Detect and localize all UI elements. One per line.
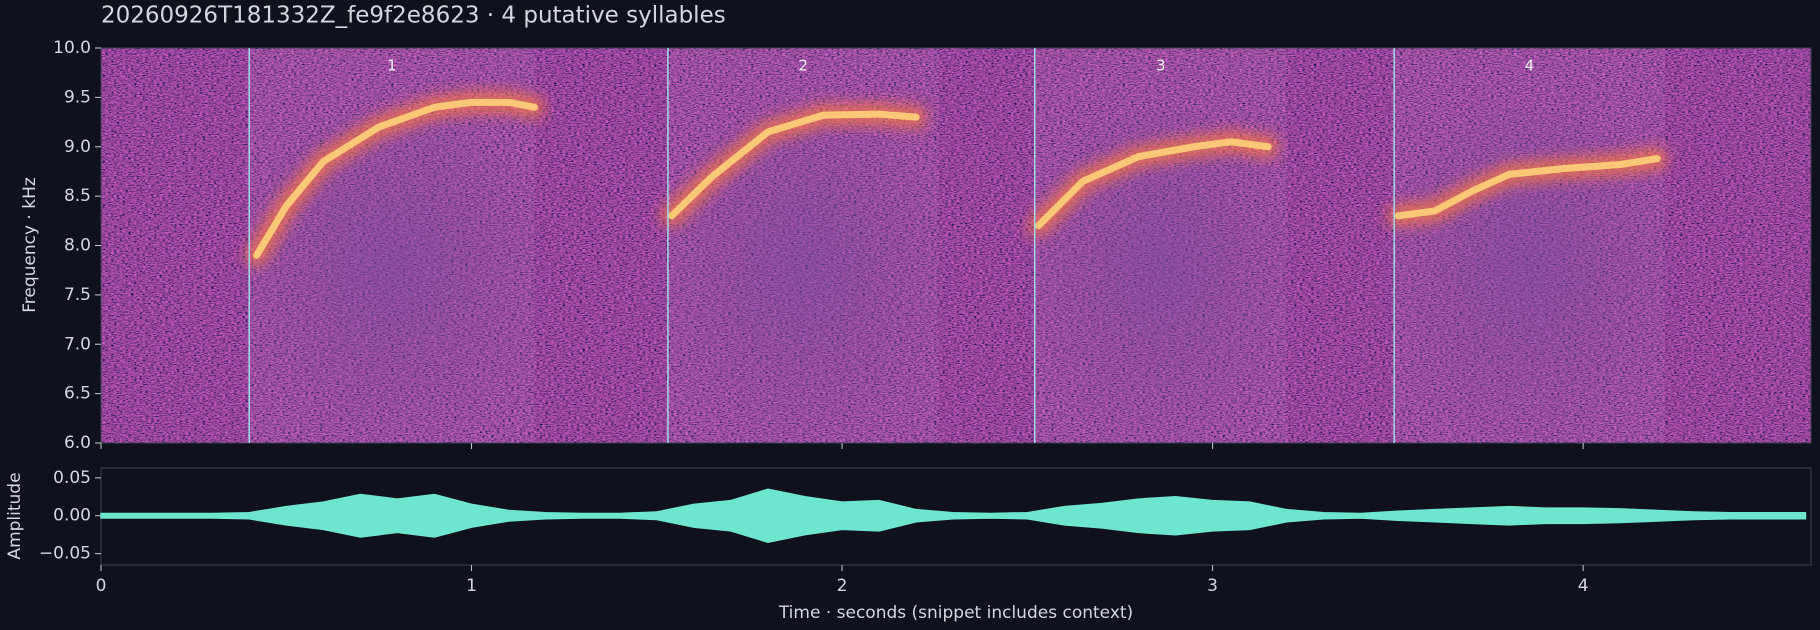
y-tick-label: 8.5 bbox=[64, 186, 91, 206]
syllable-dome bbox=[654, 107, 952, 443]
syllable-label: 3 bbox=[1156, 57, 1166, 75]
syllable-label: 4 bbox=[1525, 57, 1535, 75]
contour bbox=[1394, 155, 1661, 220]
y-tick-label: 7.0 bbox=[64, 334, 91, 354]
x-tick-label: 2 bbox=[837, 576, 848, 596]
waveform bbox=[100, 488, 1807, 544]
y-tick-label: 7.5 bbox=[64, 285, 91, 305]
y-tick-label: 9.5 bbox=[64, 87, 91, 107]
y-tick-label: 6.0 bbox=[64, 433, 91, 453]
contour bbox=[668, 110, 920, 220]
syllable-label: 2 bbox=[798, 57, 808, 75]
spectrogram-marks bbox=[234, 48, 1679, 443]
y-axis-label: Amplitude bbox=[5, 472, 25, 559]
contour bbox=[1034, 138, 1272, 230]
x-tick-label: 1 bbox=[466, 576, 477, 596]
syllable-dome bbox=[234, 107, 549, 443]
y-tick-label: 8.0 bbox=[64, 236, 91, 256]
y-tick-label: −0.05 bbox=[39, 544, 91, 564]
y-tick-label: 0.00 bbox=[53, 506, 91, 526]
syllable-dome bbox=[1022, 107, 1300, 443]
y-tick-label: 0.05 bbox=[53, 468, 91, 488]
y-tick-label: 10.0 bbox=[53, 38, 91, 58]
syllable-label: 1 bbox=[387, 57, 397, 75]
contour bbox=[253, 98, 539, 259]
x-tick-label: 0 bbox=[96, 576, 107, 596]
y-axis-label: Frequency · kHz bbox=[20, 177, 40, 313]
y-tick-label: 6.5 bbox=[64, 384, 91, 404]
x-axis-label: Time · seconds (snippet includes context… bbox=[778, 603, 1133, 623]
y-tick-label: 9.0 bbox=[64, 137, 91, 157]
chart-title: 20260926T181332Z_fe9f2e8623 · 4 putative… bbox=[101, 3, 726, 29]
spectrogram-image bbox=[101, 48, 1811, 443]
x-tick-label: 3 bbox=[1207, 576, 1218, 596]
x-tick-label: 4 bbox=[1578, 576, 1589, 596]
